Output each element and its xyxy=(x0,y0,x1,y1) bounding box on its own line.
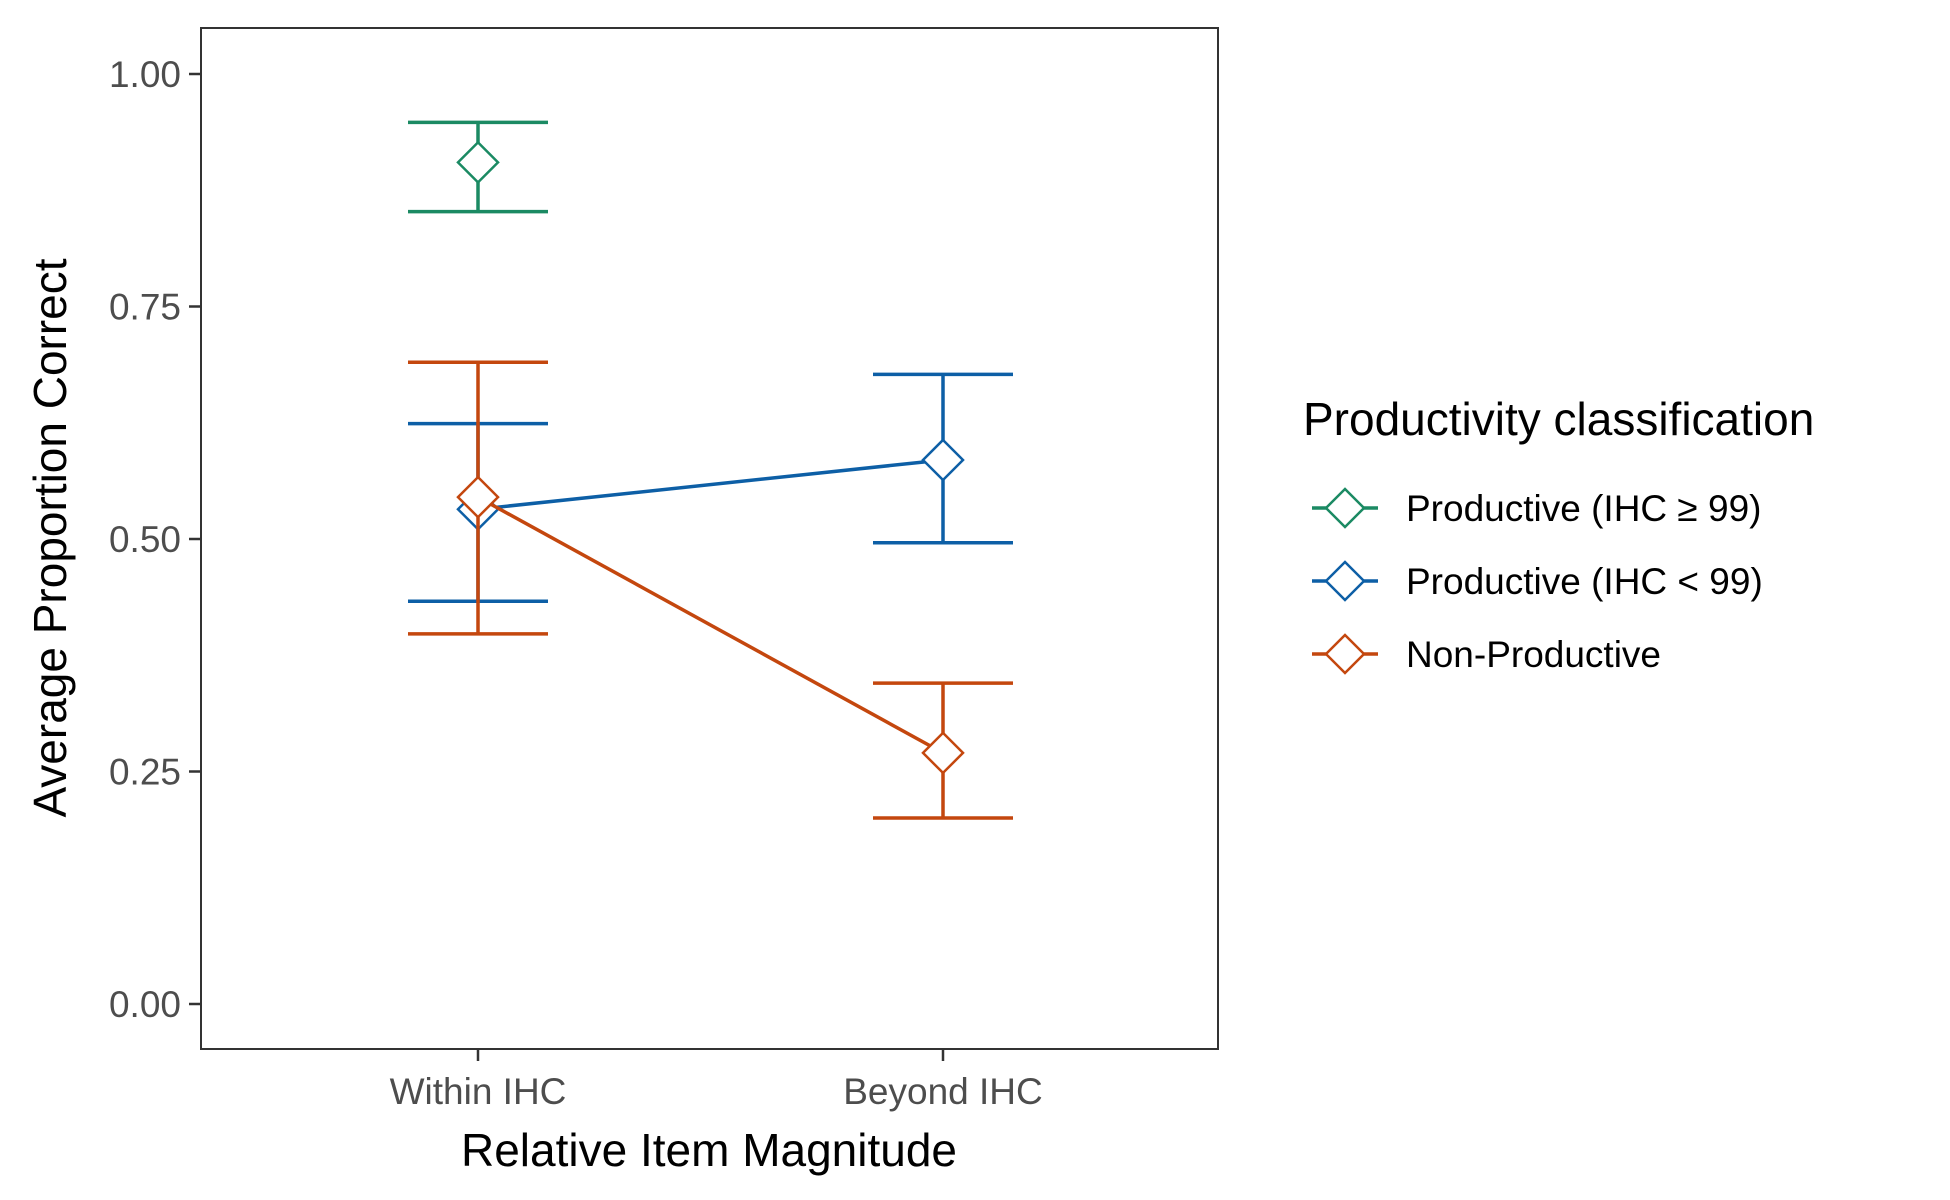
series-layer xyxy=(408,120,1013,820)
data-point xyxy=(921,731,965,775)
x-axis-title: Relative Item Magnitude xyxy=(461,1124,957,1176)
x-tick-label: Within IHC xyxy=(390,1071,567,1112)
data-point xyxy=(921,438,965,482)
y-tick-label: 0.75 xyxy=(109,287,181,328)
x-tick-label: Beyond IHC xyxy=(843,1071,1043,1112)
legend-label: Productive (IHC ≥ 99) xyxy=(1406,488,1761,529)
legend-item: Non-Productive xyxy=(1312,633,1661,675)
legend-label: Non-Productive xyxy=(1406,634,1661,675)
data-point xyxy=(456,140,500,185)
legend-marker xyxy=(1324,633,1366,675)
plot-panel xyxy=(200,27,1219,1050)
y-tick-label: 1.00 xyxy=(109,54,181,95)
legend-title: Productivity classification xyxy=(1303,393,1814,445)
legend-marker xyxy=(1324,560,1366,602)
legend-marker xyxy=(1324,487,1366,529)
y-axis-title: Average Proportion Correct xyxy=(24,258,76,817)
legend: Productivity classification Productive (… xyxy=(1303,393,1814,675)
y-tick-label: 0.00 xyxy=(109,984,181,1025)
y-tick-label: 0.50 xyxy=(109,519,181,560)
data-point xyxy=(456,475,500,519)
y-tick-label: 0.25 xyxy=(109,752,181,793)
legend-item: Productive (IHC < 99) xyxy=(1312,560,1763,602)
x-axis: Within IHC Beyond IHC xyxy=(390,1049,1043,1112)
series-line xyxy=(477,458,944,511)
legend-item: Productive (IHC ≥ 99) xyxy=(1312,487,1761,529)
legend-label: Productive (IHC < 99) xyxy=(1406,561,1763,602)
series-line xyxy=(477,495,944,755)
y-axis: 0.00 0.25 0.50 0.75 1.00 xyxy=(109,54,201,1025)
